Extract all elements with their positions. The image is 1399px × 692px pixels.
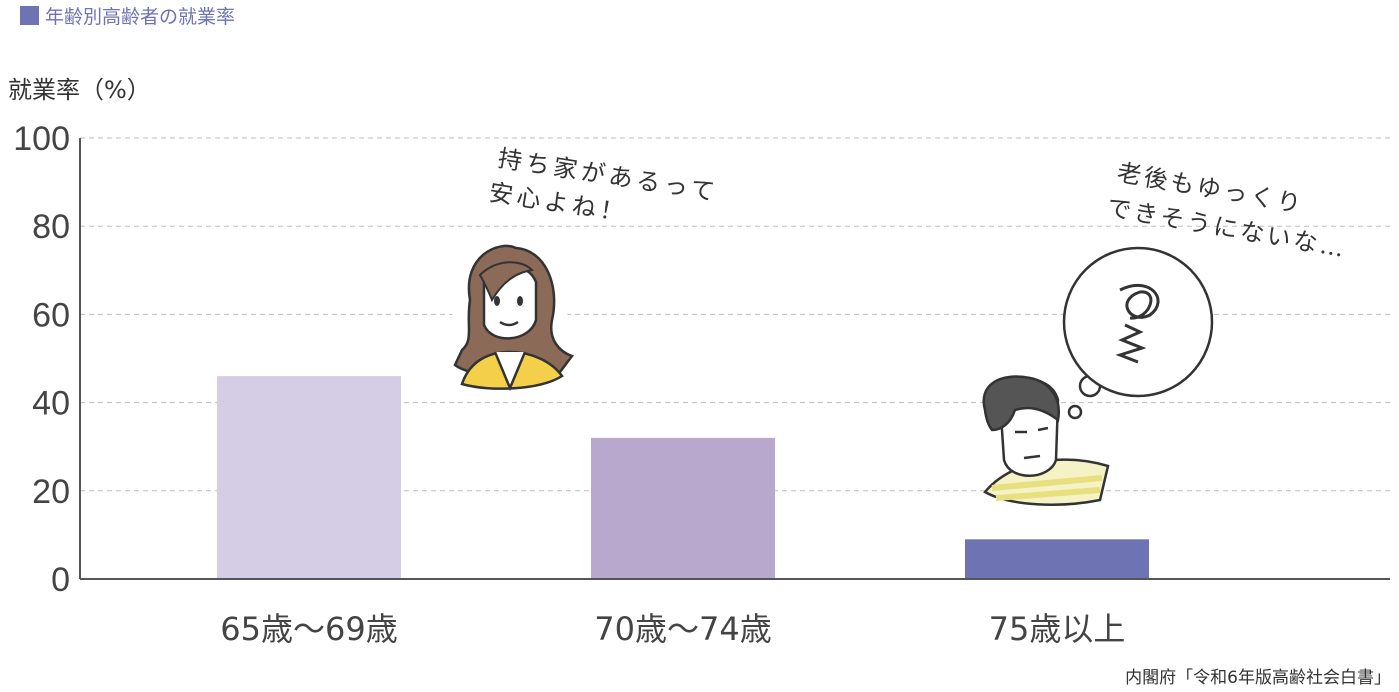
axes [79, 138, 1390, 580]
y-tick-40: 40 [32, 385, 70, 423]
x-tick-1: 70歳〜74歳 [594, 610, 771, 648]
x-tick-2: 75歳以上 [989, 610, 1126, 648]
y-tick-80: 80 [32, 208, 70, 246]
y-tick-20: 20 [32, 473, 70, 511]
source-note: 内閣府「令和6年版高齢社会白書」 [1125, 668, 1391, 688]
man-illustration [982, 246, 1214, 506]
y-axis-label: 就業率（%） [8, 76, 151, 104]
x-tick-0: 65歳〜69歳 [220, 610, 397, 648]
chart-title: 年齢別高齢者の就業率 [45, 5, 236, 28]
chart-title-row: 年齢別高齢者の就業率 [20, 0, 235, 30]
y-tick-0: 0 [51, 561, 70, 599]
bar-1 [591, 437, 775, 579]
bar-2 [965, 539, 1149, 579]
title-marker-square [20, 5, 39, 25]
woman-illustration [452, 244, 575, 392]
y-tick-100: 100 [13, 120, 70, 158]
y-tick-60: 60 [32, 296, 70, 334]
y-tick-labels: 0 20 40 60 80 100 [13, 120, 70, 599]
bars [217, 376, 1149, 579]
x-tick-labels: 65歳〜69歳 70歳〜74歳 75歳以上 [220, 610, 1125, 648]
bar-0 [217, 376, 401, 579]
